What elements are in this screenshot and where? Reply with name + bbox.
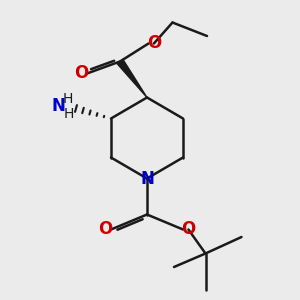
Text: O: O: [74, 64, 89, 82]
Polygon shape: [117, 59, 147, 98]
Text: H: H: [64, 107, 74, 121]
Text: N: N: [140, 169, 154, 188]
Text: O: O: [98, 220, 113, 238]
Text: N: N: [52, 97, 65, 115]
Text: O: O: [147, 34, 161, 52]
Text: H: H: [62, 92, 73, 106]
Text: O: O: [181, 220, 196, 238]
